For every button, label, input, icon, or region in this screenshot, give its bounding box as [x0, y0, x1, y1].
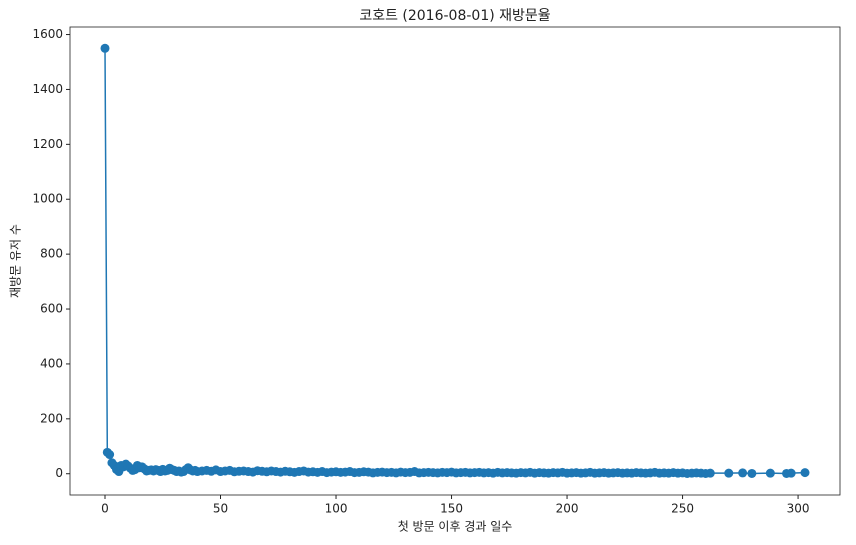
data-point	[747, 468, 757, 478]
data-point	[786, 468, 796, 478]
y-axis-label: 재방문 유저 수	[9, 224, 23, 298]
x-tick-label: 150	[440, 502, 463, 516]
x-tick-label: 100	[325, 502, 348, 516]
y-tick-label: 600	[40, 302, 63, 316]
data-point	[105, 450, 115, 460]
data-point	[705, 468, 715, 478]
x-tick-label: 50	[213, 502, 228, 516]
chart-title: 코호트 (2016-08-01) 재방문율	[359, 8, 550, 24]
x-axis-label: 첫 방문 이후 경과 일수	[398, 520, 513, 534]
x-tick-label: 200	[556, 502, 579, 516]
x-tick-label: 300	[787, 502, 810, 516]
data-point	[100, 43, 110, 53]
x-tick-label: 0	[101, 502, 109, 516]
y-tick-label: 1000	[32, 192, 63, 206]
data-point	[724, 468, 734, 478]
plot-frame	[69, 26, 841, 496]
data-point	[738, 468, 748, 478]
y-tick-label: 400	[40, 356, 63, 370]
x-tick-label: 250	[671, 502, 694, 516]
y-tick-label: 1400	[32, 82, 63, 96]
y-tick-label: 0	[55, 466, 63, 480]
y-tick-label: 1200	[32, 137, 63, 151]
data-point	[800, 468, 810, 478]
y-tick-label: 800	[40, 247, 63, 261]
y-tick-label: 1600	[32, 27, 63, 41]
y-tick-label: 200	[40, 411, 63, 425]
data-point	[765, 468, 775, 478]
